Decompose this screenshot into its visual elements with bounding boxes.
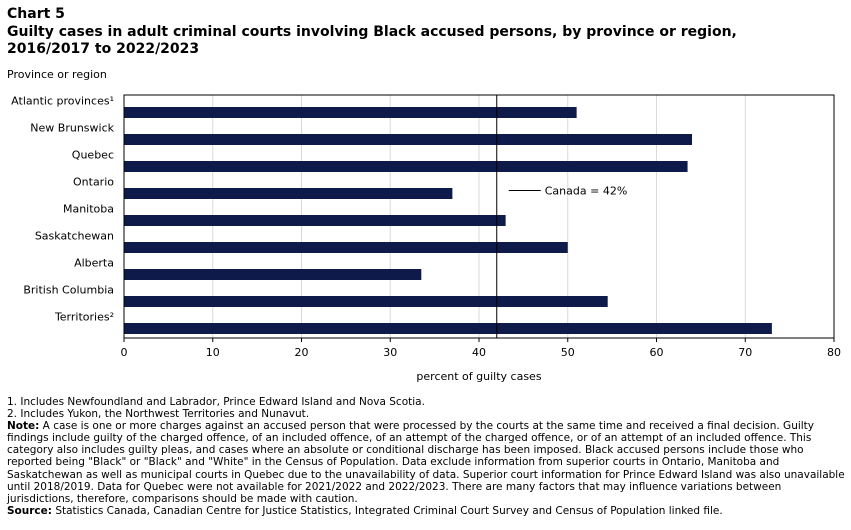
x-tick-label-40: 40 — [472, 346, 486, 359]
source-label: Source: — [7, 504, 52, 517]
bar-ontario — [124, 188, 453, 199]
x-tick-label-0: 0 — [121, 346, 128, 359]
x-tick-label-10: 10 — [206, 346, 220, 359]
bar-new-brunswick — [124, 134, 692, 145]
bar-atlantic-provinces — [124, 107, 577, 118]
footnote-1: 1. Includes Newfoundland and Labrador, P… — [7, 396, 425, 408]
bar-british-columbia — [124, 296, 608, 307]
reference-line-label: Canada = 42% — [545, 185, 628, 198]
bars — [124, 107, 772, 334]
bar-manitoba — [124, 215, 506, 226]
category-label-saskatchewan: Saskatchewan — [35, 230, 114, 243]
footnote-2: 2. Includes Yukon, the Northwest Territo… — [7, 408, 310, 421]
category-labels: Atlantic provinces¹ New Brunswick Quebec On… — [11, 95, 114, 324]
y-axis-title: Province or region — [7, 68, 107, 81]
chart-label: Chart 5 — [7, 6, 65, 22]
x-tick-label-60: 60 — [650, 346, 664, 359]
note-text: A case is one or more charges against an… — [7, 420, 845, 505]
category-label-ontario: Ontario — [73, 176, 114, 189]
bar-quebec — [124, 161, 688, 172]
note: Note: A case is one or more charges agai… — [7, 420, 847, 505]
category-label-alberta: Alberta — [74, 257, 114, 270]
source: Source: Statistics Canada, Canadian Cent… — [7, 505, 847, 517]
reference-line-group: Canada = 42% — [496, 95, 628, 338]
bar-territories — [124, 323, 772, 334]
chart-notes: 1. Includes Newfoundland and Labrador, P… — [7, 396, 847, 517]
x-tick-labels: 0 10 20 30 40 50 60 70 80 — [121, 338, 841, 359]
category-label-british-columbia: British Columbia — [23, 284, 114, 297]
category-label-territories: Territories² — [54, 311, 114, 324]
category-label-manitoba: Manitoba — [63, 203, 114, 216]
x-tick-label-80: 80 — [827, 346, 841, 359]
bar-chart: Canada = 42% Atlantic provinces¹ New Brun… — [11, 94, 841, 383]
category-label-atlantic-provinces: Atlantic provinces¹ — [11, 95, 114, 108]
category-label-new-brunswick: New Brunswick — [30, 122, 114, 135]
chart-title: Guilty cases in adult criminal courts in… — [7, 24, 737, 57]
x-tick-label-70: 70 — [738, 346, 752, 359]
source-text: Statistics Canada, Canadian Centre for J… — [51, 504, 723, 517]
x-tick-label-30: 30 — [383, 346, 397, 359]
x-tick-label-20: 20 — [295, 346, 309, 359]
note-label: Note: — [7, 420, 40, 433]
bar-alberta — [124, 269, 422, 280]
bar-saskatchewan — [124, 242, 568, 253]
x-axis-title: percent of guilty cases — [416, 370, 541, 383]
x-tick-label-50: 50 — [561, 346, 575, 359]
category-label-quebec: Quebec — [72, 149, 114, 162]
